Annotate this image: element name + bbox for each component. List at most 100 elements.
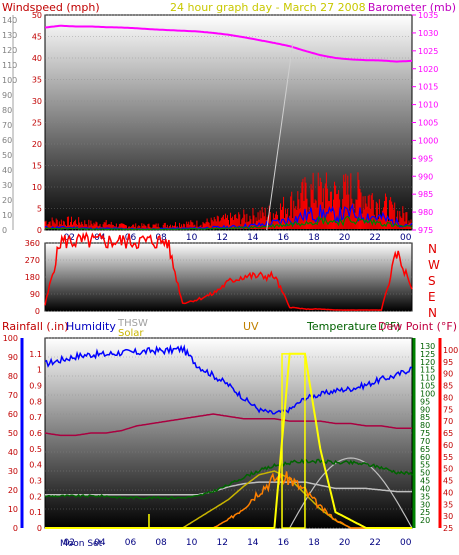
dew-tick-label: 90 xyxy=(443,370,453,379)
wind-kmh-tick-label: 130 xyxy=(2,31,17,40)
humidity-tick-label: 40 xyxy=(8,448,18,457)
dew-tick-label: 60 xyxy=(443,441,453,450)
temp-tick-label: 85 xyxy=(420,413,430,422)
temp-tick-label: 125 xyxy=(420,350,435,359)
humidity-tick-label: 10 xyxy=(8,505,18,514)
compass-label: N xyxy=(428,242,437,256)
wind-kmh-tick-label: 30 xyxy=(2,181,12,190)
barometer-tick-label: 1015 xyxy=(418,83,438,92)
climate-series xyxy=(44,343,413,529)
wind-kmh-tick-label: 70 xyxy=(2,121,12,130)
dew-tick-label: 85 xyxy=(443,382,453,391)
rain-tick-label: 0.2 xyxy=(29,492,42,501)
temperature-axis-title: Temperature (°F) xyxy=(306,320,401,333)
humidity-tick-label: 20 xyxy=(8,486,18,495)
barometer-line xyxy=(44,24,412,63)
wind-tick-label: 15 xyxy=(32,162,42,171)
thsw-axis-title: THSW xyxy=(117,318,148,329)
humidity-tick-label: 90 xyxy=(8,353,18,362)
wind-series xyxy=(44,24,413,231)
temp-tick-label: 30 xyxy=(420,500,430,509)
temp-tick-label: 130 xyxy=(420,342,435,351)
wind-kmh-tick-label: 140 xyxy=(2,16,17,25)
barometer-tick-label: 1030 xyxy=(418,29,438,38)
x-tick-label: 00 xyxy=(400,233,412,243)
x-tick-label: 22 xyxy=(369,538,380,548)
rain-tick-label: 0.7 xyxy=(29,413,42,422)
wind-kmh-tick-label: 10 xyxy=(2,211,12,220)
x-tick-label: 06 xyxy=(125,538,137,548)
wind-tick-label: 25 xyxy=(32,119,42,128)
barometer-axis-title: Barometer (mb) xyxy=(368,1,456,14)
direction-tick-label: 0 xyxy=(35,307,40,316)
compass-label: W xyxy=(428,258,440,272)
dew-tick-label: 65 xyxy=(443,429,453,438)
wind-tick-label: 45 xyxy=(32,33,42,42)
wind-tick-label: 20 xyxy=(32,140,42,149)
dew-tick-label: 100 xyxy=(443,346,458,355)
x-tick-label: 14 xyxy=(247,233,259,243)
wind-low-line xyxy=(44,215,413,231)
barometer-tick-label: 1020 xyxy=(418,65,438,74)
humidity-tick-label: 50 xyxy=(8,429,18,438)
barometer-tick-label: 995 xyxy=(418,154,433,163)
barometer-tick-label: 1000 xyxy=(418,136,438,145)
wind-tick-label: 40 xyxy=(32,54,42,63)
compass-label: N xyxy=(428,306,437,320)
barometer-tick-label: 975 xyxy=(418,226,433,235)
x-tick-label: 20 xyxy=(339,233,351,243)
temp-tick-label: 50 xyxy=(420,469,430,478)
rain-tick-label: 0.5 xyxy=(29,445,42,454)
wind-kmh-tick-label: 40 xyxy=(2,166,12,175)
x-tick-label: 06 xyxy=(125,233,137,243)
temp-tick-label: 90 xyxy=(420,405,430,414)
x-tick-label: 18 xyxy=(308,538,320,548)
x-tick-label: 00 xyxy=(400,538,412,548)
humidity-tick-label: 70 xyxy=(8,391,18,400)
barometer-tick-label: 1035 xyxy=(418,11,438,20)
barometer-tick-label: 990 xyxy=(418,172,433,181)
humidity-axis-title: Humidity xyxy=(66,320,116,333)
solar-axis-title: Solar xyxy=(118,328,144,339)
temp-tick-label: 45 xyxy=(420,477,430,486)
direction-tick-label: 90 xyxy=(30,290,40,299)
rain-tick-label: 0 xyxy=(37,524,42,533)
temp-tick-label: 100 xyxy=(420,389,435,398)
rain-tick-label: 0.3 xyxy=(29,477,42,486)
dew-tick-label: 80 xyxy=(443,393,453,402)
wind-kmh-tick-label: 110 xyxy=(2,61,17,70)
windspeed-axis-title: Windspeed (mph) xyxy=(2,1,100,14)
rainfall-line xyxy=(45,352,412,529)
wind-kmh-tick-label: 50 xyxy=(2,151,12,160)
dew-tick-label: 55 xyxy=(443,453,453,462)
x-tick-label: 04 xyxy=(94,233,106,243)
direction-tick-label: 270 xyxy=(25,256,40,265)
wind-kmh-tick-label: 100 xyxy=(2,76,17,85)
direction-tick-label: 180 xyxy=(25,273,40,282)
wind-tick-label: 50 xyxy=(32,11,42,20)
temp-tick-label: 40 xyxy=(420,484,430,493)
humidity-tick-label: 30 xyxy=(8,467,18,476)
wind-tick-label: 35 xyxy=(32,76,42,85)
dew-tick-label: 30 xyxy=(443,512,453,521)
sun-marker-line xyxy=(266,43,294,231)
rain-tick-label: 0.8 xyxy=(29,397,42,406)
x-tick-label: 02 xyxy=(64,538,75,548)
temp-tick-label: 120 xyxy=(420,358,435,367)
barometer-tick-label: 980 xyxy=(418,208,433,217)
wind-kmh-tick-label: 80 xyxy=(2,106,12,115)
temp-tick-label: 25 xyxy=(420,508,430,517)
moon-set-label: Moon Set xyxy=(60,539,103,549)
dew-tick-label: 25 xyxy=(443,524,453,533)
climate-axes: 010203040506070809010000.10.20.30.40.50.… xyxy=(3,334,459,548)
dew-tick-label: 50 xyxy=(443,465,453,474)
wind-kmh-tick-label: 120 xyxy=(2,46,17,55)
x-tick-label: 08 xyxy=(155,538,167,548)
rain-block xyxy=(281,353,306,529)
rain-tick-label: 1 xyxy=(37,366,42,375)
temp-tick-label: 35 xyxy=(420,492,430,501)
temp-tick-label: 110 xyxy=(420,374,435,383)
temp-tick-label: 60 xyxy=(420,453,430,462)
rain-tick-label: 0.1 xyxy=(29,508,42,517)
